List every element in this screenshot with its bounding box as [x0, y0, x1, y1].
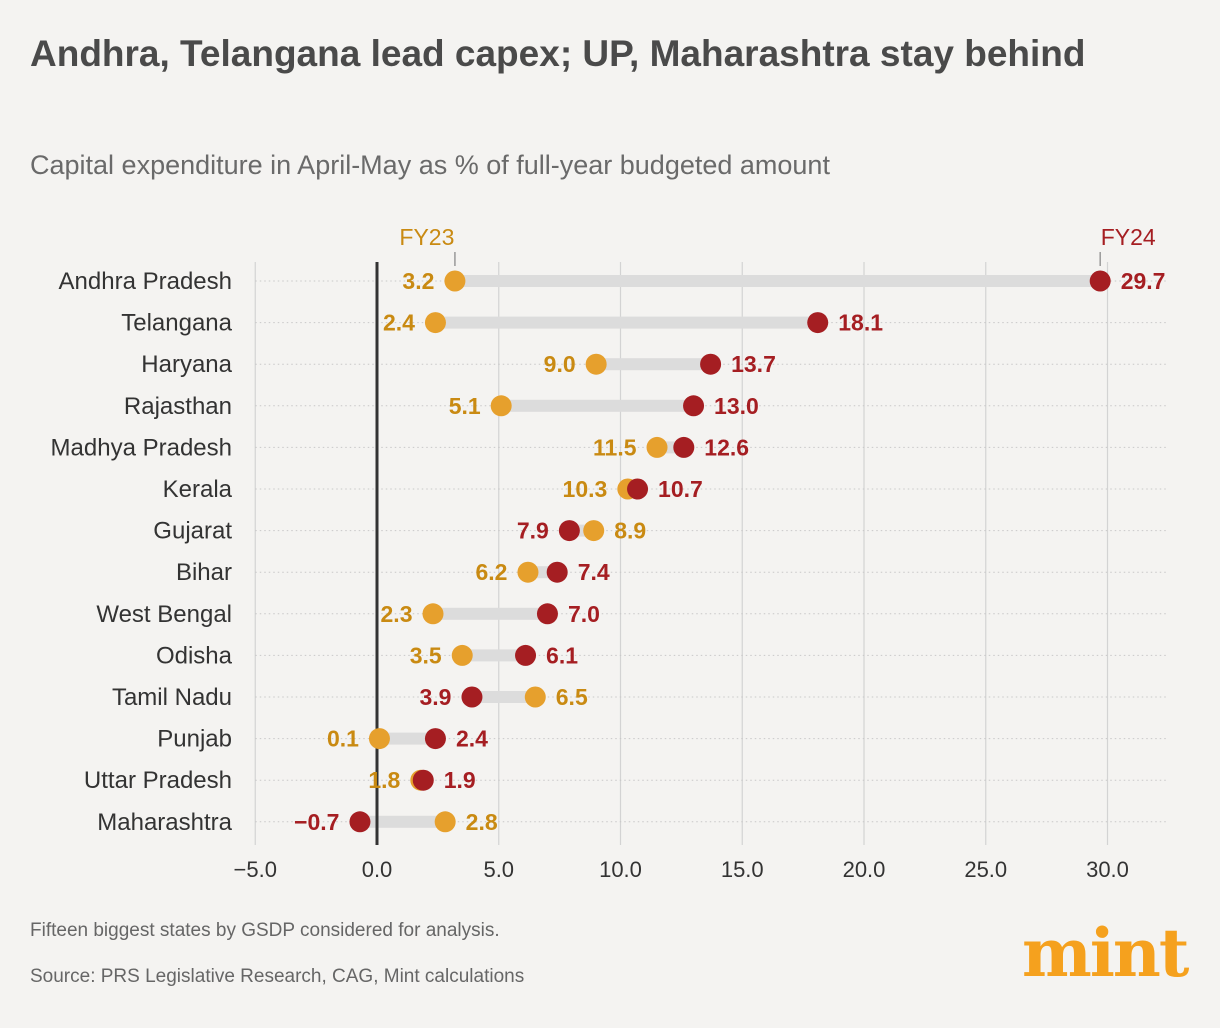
fy24-value-label: 12.6 — [704, 434, 749, 460]
fy23-dot — [646, 436, 668, 458]
fy23-value-label: 3.2 — [402, 268, 434, 294]
fy24-dot — [546, 561, 568, 583]
fy23-dot — [517, 561, 539, 583]
fy23-dot — [490, 395, 512, 417]
range-bar — [454, 275, 1101, 287]
fy24-value-label: 13.7 — [731, 351, 776, 377]
chart-subtitle: Capital expenditure in April-May as % of… — [30, 150, 830, 180]
fy24-value-label: 18.1 — [838, 310, 883, 336]
fy23-value-label: 10.3 — [563, 476, 608, 502]
x-tick-label: 5.0 — [483, 857, 514, 882]
x-tick-label: 25.0 — [964, 857, 1007, 882]
fy23-value-label: 6.5 — [556, 684, 588, 710]
fy24-value-label: −0.7 — [294, 809, 339, 835]
x-tick-label: 20.0 — [843, 857, 886, 882]
fy24-dot — [558, 520, 580, 542]
mint-logo: mint — [1022, 914, 1189, 992]
data-points — [349, 270, 1111, 833]
grid-lines — [254, 262, 1109, 845]
range-bar — [596, 358, 711, 371]
fy23-dot — [583, 520, 605, 542]
fy23-dot — [434, 811, 456, 833]
fy23-value-label: 2.4 — [383, 310, 415, 336]
legend-fy23: FY23 — [399, 224, 454, 250]
dot-range-chart: 3.2 29.7 2.4 18.1 9.0 13.7 5.1 13.0 11.5 12.6 10.3… — [51, 224, 1168, 882]
fy23-value-label: 9.0 — [544, 351, 576, 377]
fy23-value-label: 0.1 — [327, 726, 359, 752]
fy23-value-label: 3.5 — [410, 642, 442, 668]
fy24-value-label: 13.0 — [714, 393, 759, 419]
category-label: West Bengal — [96, 601, 232, 628]
source-note: Source: PRS Legislative Research, CAG, M… — [30, 966, 525, 987]
category-label: Rajasthan — [124, 393, 232, 420]
category-label: Andhra Pradesh — [59, 268, 232, 295]
range-bar — [433, 607, 548, 620]
fy24-value-label: 7.0 — [568, 601, 600, 627]
fy23-value-label: 8.9 — [614, 518, 646, 544]
fy24-value-label: 6.1 — [546, 642, 578, 668]
x-tick-label: 0.0 — [362, 857, 393, 882]
fy24-dot — [807, 312, 829, 334]
fy23-dot — [422, 603, 444, 625]
fy24-dot — [461, 686, 483, 708]
fy23-value-label: 1.8 — [368, 767, 400, 793]
category-label: Odisha — [156, 642, 233, 669]
category-label: Madhya Pradesh — [51, 434, 232, 461]
fy24-dot — [683, 395, 705, 417]
x-tick-label: −5.0 — [234, 857, 277, 882]
fy24-value-label: 2.4 — [456, 726, 488, 752]
x-tick-labels: −5.0 0.0 5.0 10.0 15.0 20.0 25.0 30.0 — [234, 857, 1129, 882]
range-bar — [379, 732, 436, 745]
fy23-value-label: 11.5 — [593, 434, 637, 460]
fy24-dot — [700, 353, 722, 375]
category-label: Gujarat — [153, 518, 232, 545]
category-label: Bihar — [176, 559, 232, 586]
category-label: Haryana — [141, 351, 232, 378]
fy23-dot — [444, 270, 466, 292]
fy24-value-label: 3.9 — [419, 684, 451, 710]
footnote: Fifteen biggest states by GSDP considere… — [30, 920, 500, 941]
range-bar — [462, 649, 526, 662]
fy24-value-label: 7.4 — [578, 559, 610, 585]
fy24-value-label: 7.9 — [517, 518, 549, 544]
category-label: Maharashtra — [97, 809, 232, 836]
fy24-value-label: 1.9 — [444, 767, 476, 793]
chart-title: Andhra, Telangana lead capex; UP, Mahara… — [30, 33, 1086, 74]
fy24-dot — [1089, 270, 1111, 292]
category-label: Kerala — [163, 476, 233, 503]
fy24-dot — [673, 436, 695, 458]
category-label: Tamil Nadu — [112, 684, 232, 711]
fy24-value-label: 29.7 — [1121, 268, 1166, 294]
fy23-dot — [524, 686, 546, 708]
range-bar — [501, 399, 694, 412]
fy24-value-label: 10.7 — [658, 476, 703, 502]
fy23-dot — [451, 644, 473, 666]
fy24-dot — [424, 728, 446, 750]
fy23-value-label: 6.2 — [475, 559, 507, 585]
fy23-dot — [424, 312, 446, 334]
fy23-value-label: 2.8 — [466, 809, 498, 835]
range-bar — [359, 815, 446, 828]
x-tick-label: 15.0 — [721, 857, 764, 882]
x-tick-label: 30.0 — [1086, 857, 1129, 882]
fy24-dot — [349, 811, 371, 833]
x-tick-label: 10.0 — [599, 857, 642, 882]
category-label: Punjab — [157, 726, 232, 753]
range-bar — [471, 691, 536, 703]
range-bar — [435, 316, 818, 329]
fy23-dot — [585, 353, 607, 375]
fy24-dot — [627, 478, 649, 500]
category-label: Uttar Pradesh — [84, 767, 232, 794]
fy23-value-label: 5.1 — [449, 393, 481, 419]
value-labels: 3.2 29.7 2.4 18.1 9.0 13.7 5.1 13.0 11.5 12.6 10.3… — [294, 268, 1165, 835]
series-legend: FY23 FY24 — [399, 224, 1156, 266]
fy24-dot — [536, 603, 558, 625]
fy23-dot — [368, 728, 390, 750]
fy23-value-label: 2.3 — [381, 601, 413, 627]
category-label: Telangana — [121, 310, 232, 337]
fy24-dot — [412, 769, 434, 791]
fy24-dot — [515, 644, 537, 666]
category-labels: Andhra Pradesh Telangana Haryana Rajasthan M… — [51, 268, 233, 836]
legend-fy24: FY24 — [1101, 224, 1156, 250]
